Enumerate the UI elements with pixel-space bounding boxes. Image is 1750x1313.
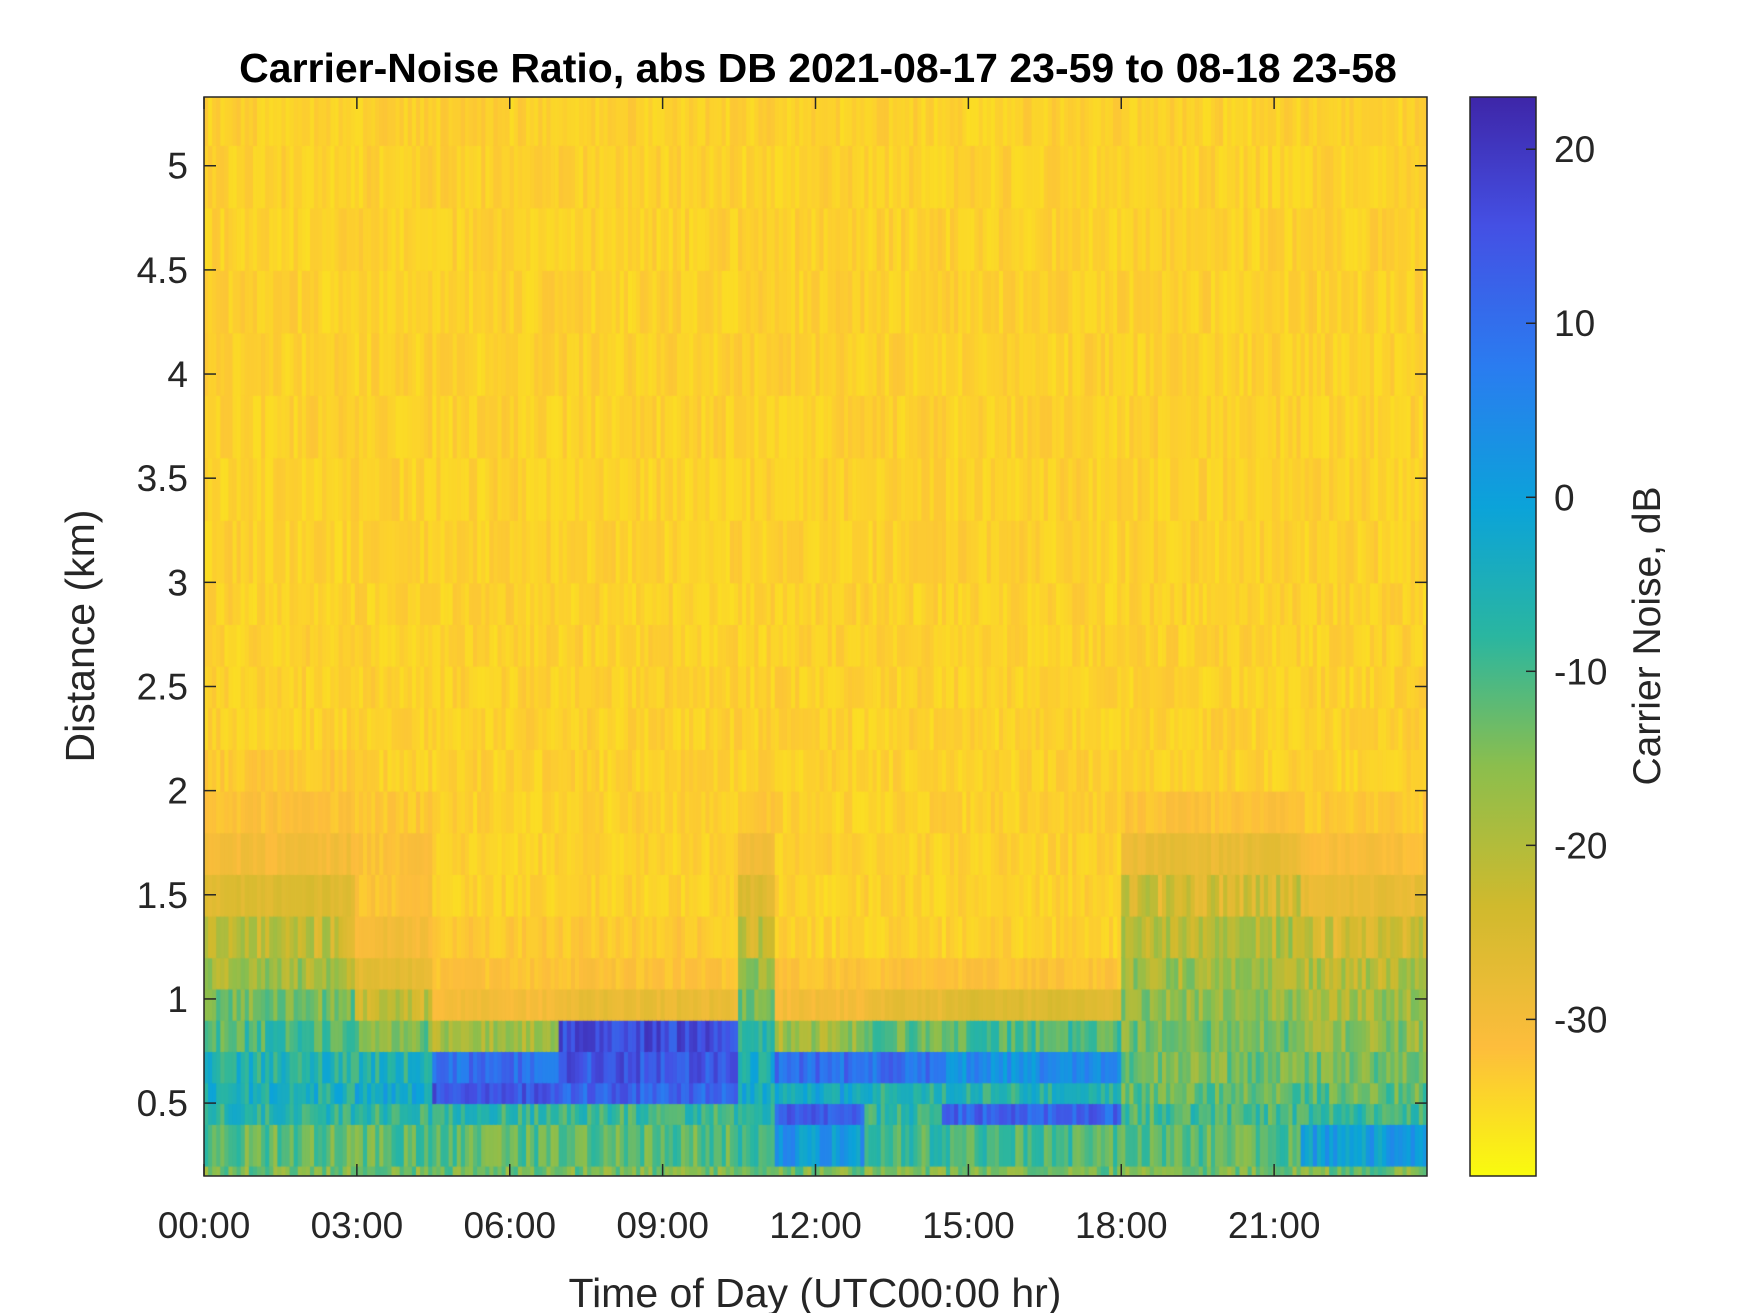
colorbar-tick-label: -20 [1554, 825, 1607, 866]
y-tick-label: 1 [167, 979, 188, 1020]
colorbar-tick-label: 10 [1554, 303, 1595, 344]
x-axis-label: Time of Day (UTC00:00 hr) [569, 1270, 1062, 1313]
y-tick-label: 0.5 [137, 1083, 188, 1124]
x-tick-label: 03:00 [311, 1205, 404, 1246]
heatmap-plot-area [203, 96, 1428, 1177]
x-tick-label: 15:00 [922, 1205, 1015, 1246]
x-axis: 00:00 03:00 06:00 09:00 12:00 15:00 18:00 21:00 [158, 97, 1321, 1246]
y-tick-label: 4.5 [137, 250, 188, 291]
y-tick-label: 4 [167, 354, 188, 395]
y-tick-label: 2 [167, 771, 188, 812]
y-axis: 0.5 1 1.5 2 2.5 3 3.5 4 4.5 5 [137, 146, 1427, 1124]
x-tick-label: 00:00 [158, 1205, 251, 1246]
x-tick-label: 21:00 [1228, 1205, 1321, 1246]
colorbar: 20 10 0 -10 -20 -30 Carrier Noise, dB [1469, 96, 1669, 1177]
colorbar-ticks: 20 10 0 -10 -20 -30 [1526, 129, 1607, 1040]
colorbar-tick-label: -10 [1554, 651, 1607, 692]
colorbar-tick-label: -30 [1554, 999, 1607, 1040]
y-tick-label: 3 [167, 562, 188, 603]
y-tick-label: 5 [167, 146, 188, 187]
y-tick-label: 3.5 [137, 458, 188, 499]
colorbar-gradient [1469, 96, 1537, 1177]
heatmap-image [204, 97, 1427, 1176]
colorbar-tick-label: 0 [1554, 477, 1575, 518]
x-tick-label: 06:00 [463, 1205, 556, 1246]
x-tick-label: 12:00 [769, 1205, 862, 1246]
y-tick-label: 1.5 [137, 875, 188, 916]
colorbar-tick-label: 20 [1554, 129, 1595, 170]
chart-title: Carrier-Noise Ratio, abs DB 2021-08-17 2… [239, 45, 1397, 91]
y-axis-label: Distance (km) [57, 510, 103, 763]
x-tick-label: 18:00 [1075, 1205, 1168, 1246]
x-tick-label: 09:00 [616, 1205, 709, 1246]
colorbar-label: Carrier Noise, dB [1626, 486, 1669, 785]
y-tick-label: 2.5 [137, 666, 188, 707]
